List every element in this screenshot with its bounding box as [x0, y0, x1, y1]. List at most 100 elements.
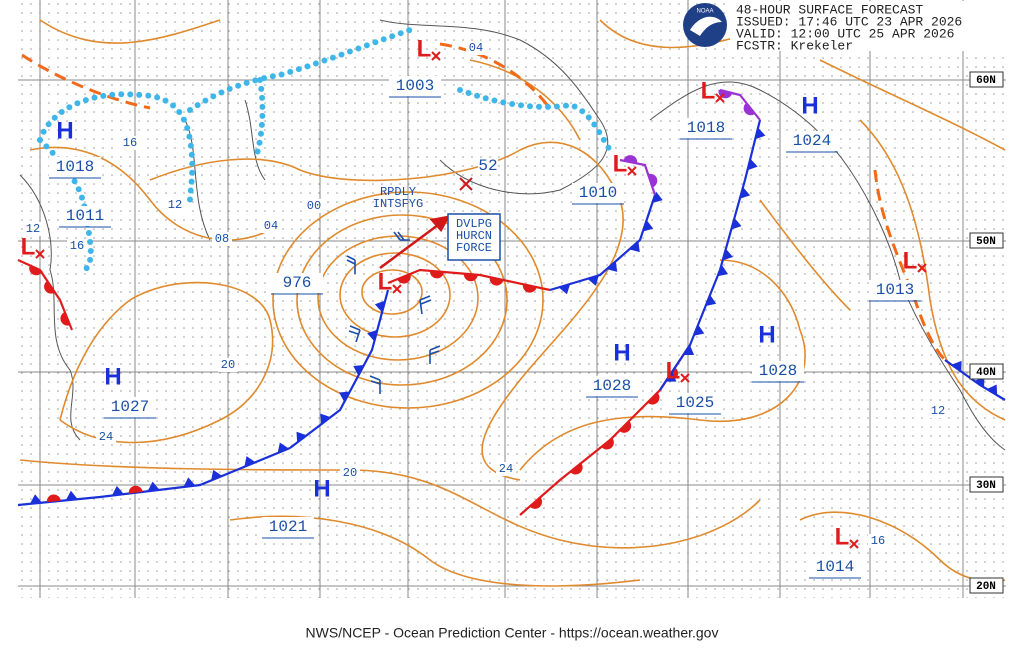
- ice-edge: [37, 27, 613, 273]
- cold-front-symbol: [374, 300, 386, 313]
- isobar-label-box: [120, 136, 140, 150]
- high-symbol: H: [56, 117, 73, 144]
- cold-front-symbol: [717, 265, 729, 277]
- low-marker: [849, 539, 859, 549]
- isobar-label-box: [23, 222, 43, 236]
- pressure-value: 1025: [676, 394, 714, 412]
- low-symbol: L: [666, 357, 681, 384]
- lat-label-box: [969, 476, 1004, 493]
- header-line: FCSTR: Krekeler: [736, 38, 853, 53]
- lat-label-box: [969, 71, 1004, 88]
- low-symbol: L: [613, 150, 628, 177]
- footer: NWS/NCEP - Ocean Prediction Center - htt…: [306, 625, 719, 641]
- pressure-box: [752, 361, 804, 381]
- troughs: [21, 42, 947, 362]
- cold-front-symbol: [296, 431, 307, 443]
- cold-front-symbol: [111, 485, 124, 496]
- fronts: [17, 88, 1006, 516]
- high-symbol: H: [801, 92, 818, 119]
- pressure-box: [271, 273, 323, 293]
- isobar-label-box: [928, 404, 948, 418]
- noaa-logo-bird: [690, 16, 722, 36]
- cold-front-symbol: [722, 248, 733, 261]
- high-symbol: H: [104, 363, 121, 390]
- isobar-label-box: [261, 219, 281, 233]
- coastlines: [19, 19, 1006, 451]
- pressure-box: [104, 397, 156, 417]
- rapid-annotation: RPDLY: [380, 185, 416, 199]
- cold-front-symbol: [320, 413, 331, 425]
- cold-front-symbol: [747, 158, 758, 171]
- warm-front-symbol: [570, 463, 583, 475]
- pressure-value: 1018: [56, 158, 94, 176]
- isobar-label-box: [868, 534, 888, 548]
- lat-label: 20N: [976, 581, 996, 593]
- isobar-label: 24: [99, 430, 113, 444]
- lat-label: 40N: [976, 367, 996, 379]
- cold-front-symbol: [739, 187, 751, 199]
- pressure-value: 1018: [687, 119, 725, 137]
- pressure-box: [680, 118, 732, 138]
- pressure-box: [262, 517, 314, 537]
- isobar-label: 16: [123, 136, 137, 150]
- warm-front-symbol: [128, 485, 143, 494]
- header-box: [730, 1, 1005, 51]
- low-marker: [917, 263, 927, 273]
- warm-front-symbol: [489, 277, 504, 286]
- low-marker: [431, 51, 441, 61]
- isobar-label: 24: [499, 462, 513, 476]
- low-marker: [680, 373, 690, 383]
- warm-front-symbol: [623, 155, 638, 164]
- header-line: ISSUED: 17:46 UTC 23 APR 2026: [736, 14, 962, 29]
- rapid-annotation: INTSFYG: [373, 197, 423, 211]
- warm-front-symbol: [743, 102, 756, 116]
- low-symbol: L: [417, 35, 432, 62]
- warm-front-symbol: [44, 280, 55, 294]
- warm-front-symbol: [429, 270, 444, 279]
- warm-front-symbol: [648, 173, 658, 188]
- isobar-label: 16: [70, 239, 84, 253]
- cold-front-symbol: [951, 360, 962, 372]
- cold-front-symbol: [29, 494, 42, 504]
- cold-front-symbol: [558, 283, 571, 295]
- isobar-label: 00: [307, 199, 321, 213]
- noaa-logo-text: NOAA: [696, 9, 713, 15]
- isobar-label: 16: [871, 534, 885, 548]
- cold-front-symbol: [642, 220, 654, 232]
- header-line: VALID: 12:00 UTC 25 APR 2026: [736, 26, 954, 41]
- lat-label: 50N: [976, 236, 996, 248]
- pressure-box: [572, 183, 624, 203]
- warm-front-symbol: [647, 392, 660, 405]
- cold-front-symbol: [339, 391, 350, 403]
- isobar-label: 52: [478, 157, 497, 175]
- lat-label-box: [969, 577, 1004, 594]
- high-symbol: H: [313, 475, 330, 502]
- pressure-value: 1021: [269, 518, 307, 536]
- cold-front-symbol: [65, 490, 78, 501]
- isobar-label-box: [67, 239, 87, 253]
- pressure-box: [809, 557, 861, 577]
- label-strip: [18, 598, 1006, 623]
- warm-front-symbol: [463, 273, 478, 282]
- isobar-label-box: [478, 159, 498, 173]
- warm-front-symbol: [60, 312, 71, 326]
- low-marker: [35, 249, 45, 259]
- pressure-value: 1014: [816, 558, 854, 576]
- isobar-label-box: [340, 466, 360, 480]
- pressure-value: 1013: [876, 281, 914, 299]
- lat-label-box: [969, 363, 1004, 380]
- pressure-value: 976: [283, 274, 312, 292]
- cold-front-symbol: [277, 442, 289, 454]
- dot-grid: [18, 0, 1006, 598]
- cold-front-symbol: [367, 329, 378, 342]
- cold-front-symbol: [147, 481, 160, 492]
- warm-front-symbol: [397, 273, 411, 284]
- pressure-value: 1027: [111, 398, 149, 416]
- warm-front-symbol: [529, 497, 543, 509]
- low-marker: [392, 284, 402, 294]
- warm-front-symbol: [522, 284, 537, 293]
- cold-front-symbol: [974, 377, 985, 388]
- pressure-value: 1028: [593, 377, 631, 395]
- isobar-label-box: [96, 430, 116, 444]
